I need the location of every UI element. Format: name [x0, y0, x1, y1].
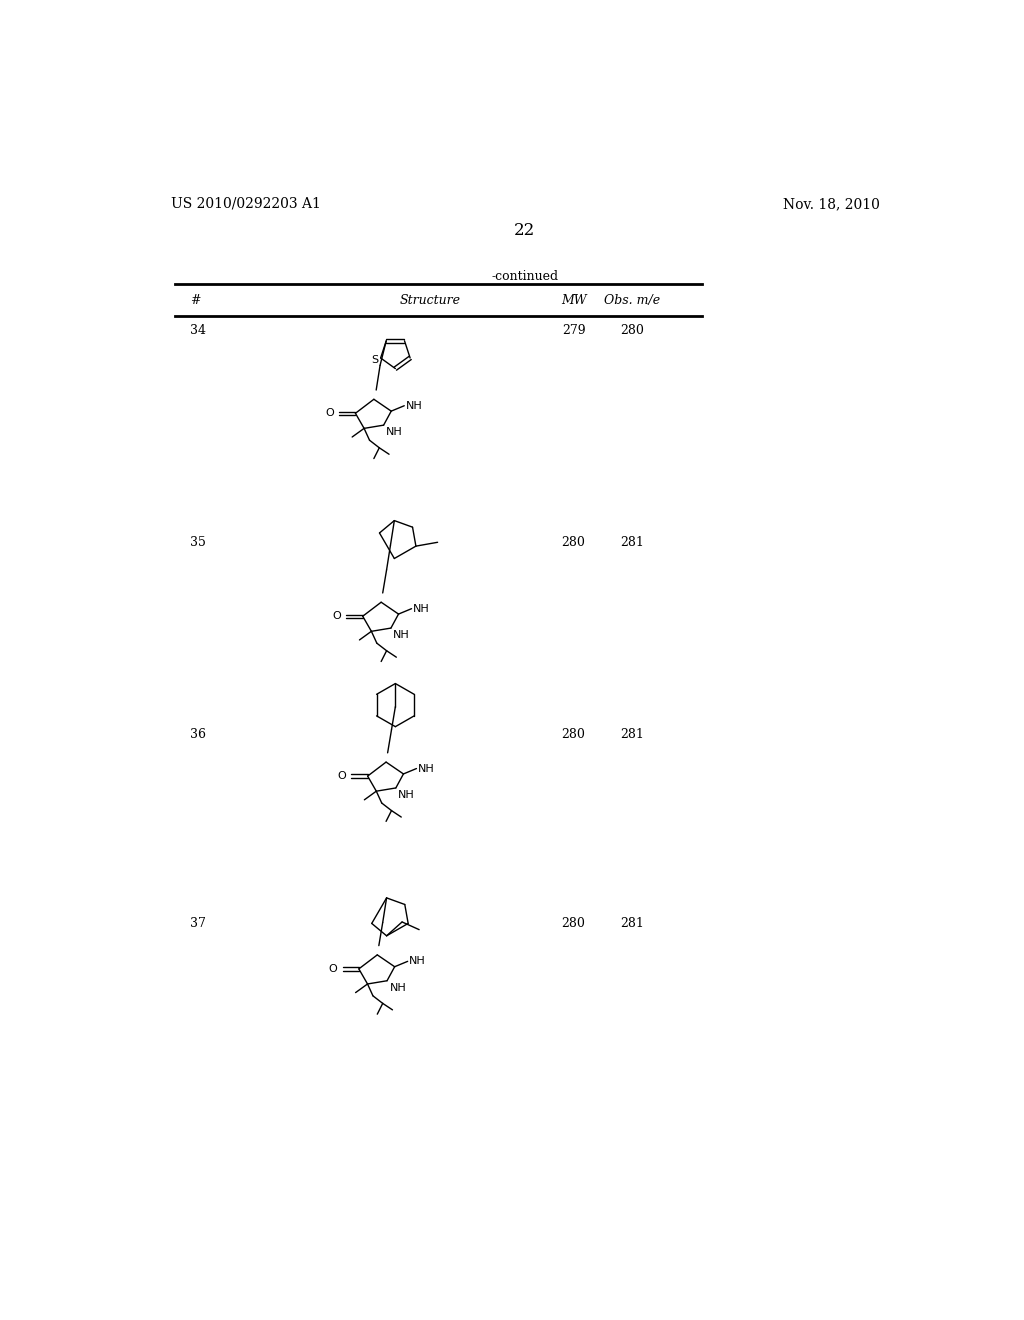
Text: 280: 280 [562, 536, 586, 549]
Text: NH: NH [389, 983, 407, 993]
Text: 280: 280 [562, 917, 586, 929]
Text: O: O [325, 408, 334, 418]
Text: Nov. 18, 2010: Nov. 18, 2010 [783, 197, 880, 211]
Text: NH: NH [406, 401, 423, 411]
Text: NH: NH [410, 957, 426, 966]
Text: O: O [329, 964, 337, 974]
Text: Obs. m/e: Obs. m/e [604, 293, 659, 306]
Text: 34: 34 [190, 323, 206, 337]
Text: #: # [190, 293, 201, 306]
Text: NH: NH [398, 791, 415, 800]
Text: O: O [337, 771, 346, 781]
Text: NH: NH [413, 603, 430, 614]
Text: NH: NH [393, 631, 410, 640]
Text: NH: NH [418, 763, 435, 774]
Text: Structure: Structure [399, 293, 461, 306]
Text: NH: NH [386, 428, 402, 437]
Text: 281: 281 [620, 917, 644, 929]
Text: 281: 281 [620, 729, 644, 742]
Text: O: O [332, 611, 341, 622]
Text: 280: 280 [562, 729, 586, 742]
Text: 36: 36 [190, 729, 206, 742]
Text: US 2010/0292203 A1: US 2010/0292203 A1 [171, 197, 321, 211]
Text: MW: MW [561, 293, 587, 306]
Text: 280: 280 [620, 323, 644, 337]
Text: -continued: -continued [492, 271, 558, 282]
Text: 22: 22 [514, 222, 536, 239]
Text: 281: 281 [620, 536, 644, 549]
Text: 37: 37 [190, 917, 206, 929]
Text: 279: 279 [562, 323, 586, 337]
Text: S: S [371, 355, 378, 364]
Text: 35: 35 [190, 536, 206, 549]
